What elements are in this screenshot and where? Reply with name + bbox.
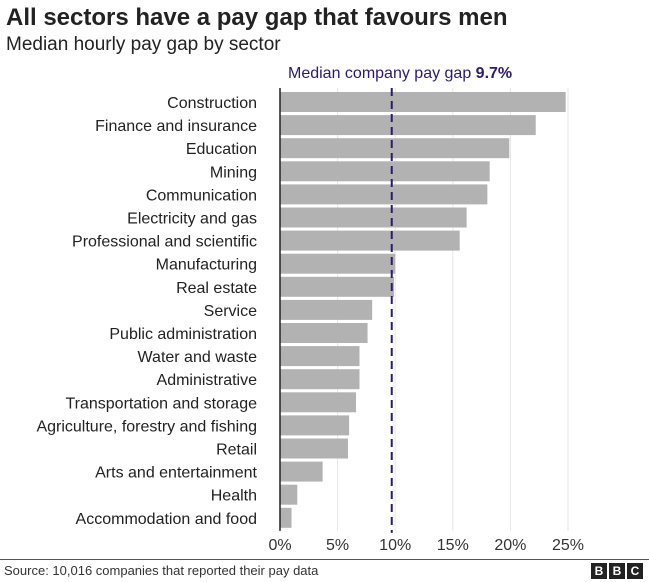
bar-education [280,138,510,159]
bar-chart: 0% 5% 10% 15% 20% 25% Construction Finance and … [36,65,584,554]
bar-accommodation-and-food [280,507,292,528]
category-label: Accommodation and food [76,511,257,528]
x-tick-label: 20% [494,537,526,554]
category-label: Transportation and storage [65,395,257,412]
bar-finance-and-insurance [280,115,536,136]
x-tick-label: 5% [326,537,349,554]
bar-retail [280,438,348,459]
median-reference-value: 9.7% [476,65,512,82]
x-tick-label: 0% [268,537,291,554]
category-label: Health [211,488,257,505]
bar-agriculture-forestry-and-fishing [280,415,350,436]
bar-manufacturing [280,253,396,274]
bar-water-and-waste [280,346,360,367]
x-tick-label: 10% [379,537,411,554]
category-label: Retail [216,442,257,459]
category-label: Service [204,303,257,320]
category-label: Mining [210,164,257,181]
bar-service [280,299,373,320]
category-label: Communication [146,187,257,204]
category-label: Electricity and gas [127,211,257,228]
category-label: Administrative [157,372,258,389]
category-label: Finance and insurance [95,118,257,135]
bar-mining [280,161,490,182]
bar-real-estate [280,276,395,297]
source-note: Source: 10,016 companies that reported t… [4,563,319,578]
footer-divider [0,559,649,560]
median-reference-label: Median company pay gap 9.7% [288,65,512,82]
category-label: Manufacturing [156,257,257,274]
category-label: Water and waste [138,349,258,366]
bar-transportation-and-storage [280,392,357,413]
x-tick-label: 15% [437,537,469,554]
bar-electricity-and-gas [280,207,467,228]
chart-subtitle: Median hourly pay gap by sector [6,34,281,55]
category-label: Agriculture, forestry and fishing [36,418,257,435]
bar-arts-and-entertainment [280,461,323,482]
bar-public-administration [280,323,368,343]
bar-construction [280,92,566,112]
bar-administrative [280,369,360,390]
bar-communication [280,184,488,205]
category-label: Education [186,141,257,158]
bar-professional-and-scientific [280,230,460,251]
category-label: Arts and entertainment [95,465,257,482]
chart-title: All sectors have a pay gap that favours … [6,4,508,31]
category-label: Public administration [109,326,257,343]
category-label: Construction [167,95,257,112]
category-label: Real estate [176,280,257,297]
category-label: Professional and scientific [72,234,257,251]
bar-health [280,484,298,505]
x-tick-label: 25% [552,537,584,554]
